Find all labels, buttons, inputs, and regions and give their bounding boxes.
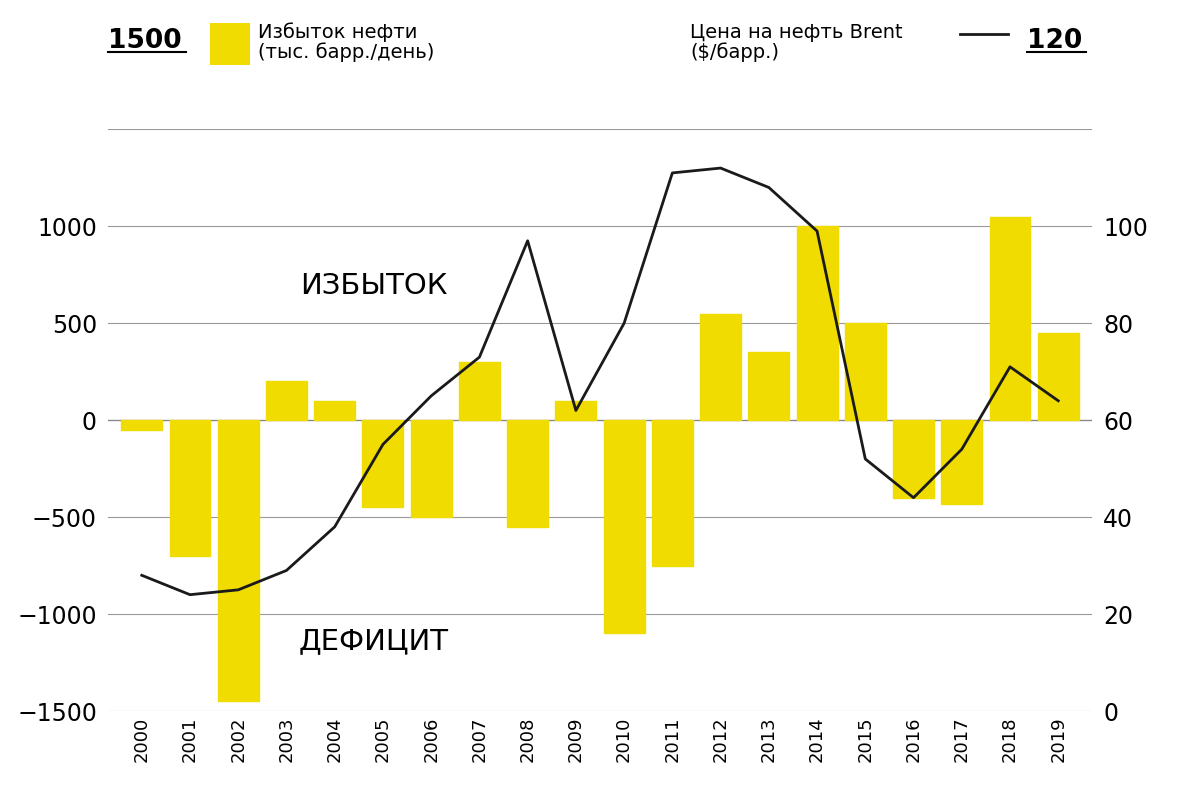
Bar — [893, 420, 934, 498]
Bar — [266, 381, 307, 420]
Bar — [217, 420, 259, 701]
Bar — [458, 362, 500, 420]
Bar — [169, 420, 210, 556]
Bar — [410, 420, 451, 517]
Bar — [556, 401, 596, 420]
Text: (тыс. барр./день): (тыс. барр./день) — [258, 42, 434, 61]
Text: ($/барр.): ($/барр.) — [690, 42, 779, 61]
Text: ИЗБЫТОК: ИЗБЫТОК — [300, 272, 448, 301]
Bar — [652, 420, 692, 566]
Bar — [362, 420, 403, 507]
Text: Цена на нефть Brent: Цена на нефть Brent — [690, 23, 902, 42]
Text: ДЕФИЦИТ: ДЕФИЦИТ — [299, 627, 449, 655]
Text: 1500: 1500 — [108, 28, 181, 54]
Bar — [990, 217, 1031, 420]
Bar — [508, 420, 548, 527]
Bar — [700, 314, 742, 420]
Bar — [121, 420, 162, 430]
Bar — [314, 401, 355, 420]
Bar — [845, 323, 886, 420]
Text: Избыток нефти: Избыток нефти — [258, 23, 418, 42]
Bar — [749, 352, 790, 420]
Bar — [797, 226, 838, 420]
Bar — [1038, 333, 1079, 420]
Bar — [604, 420, 644, 633]
Bar — [941, 420, 983, 503]
Text: 120: 120 — [1027, 28, 1082, 54]
